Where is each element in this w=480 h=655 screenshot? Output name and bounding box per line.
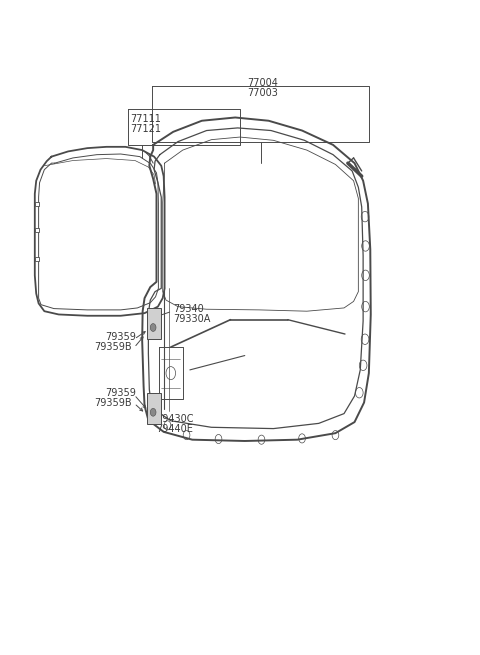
Circle shape bbox=[150, 324, 156, 331]
Text: 79359B: 79359B bbox=[94, 342, 132, 352]
Text: 77111: 77111 bbox=[130, 114, 161, 124]
Text: 79430C: 79430C bbox=[156, 415, 194, 424]
Text: 79440E: 79440E bbox=[156, 424, 193, 434]
Text: 79359B: 79359B bbox=[94, 398, 132, 407]
Text: 77004: 77004 bbox=[247, 78, 278, 88]
Text: 77003: 77003 bbox=[247, 88, 278, 98]
Bar bbox=[147, 393, 161, 424]
Text: 79359: 79359 bbox=[106, 388, 136, 398]
Text: 79330A: 79330A bbox=[173, 314, 211, 324]
Text: 77121: 77121 bbox=[130, 124, 161, 134]
Text: 79340: 79340 bbox=[173, 304, 204, 314]
Circle shape bbox=[150, 408, 156, 416]
Text: 79359: 79359 bbox=[106, 332, 136, 343]
Bar bbox=[147, 308, 161, 339]
